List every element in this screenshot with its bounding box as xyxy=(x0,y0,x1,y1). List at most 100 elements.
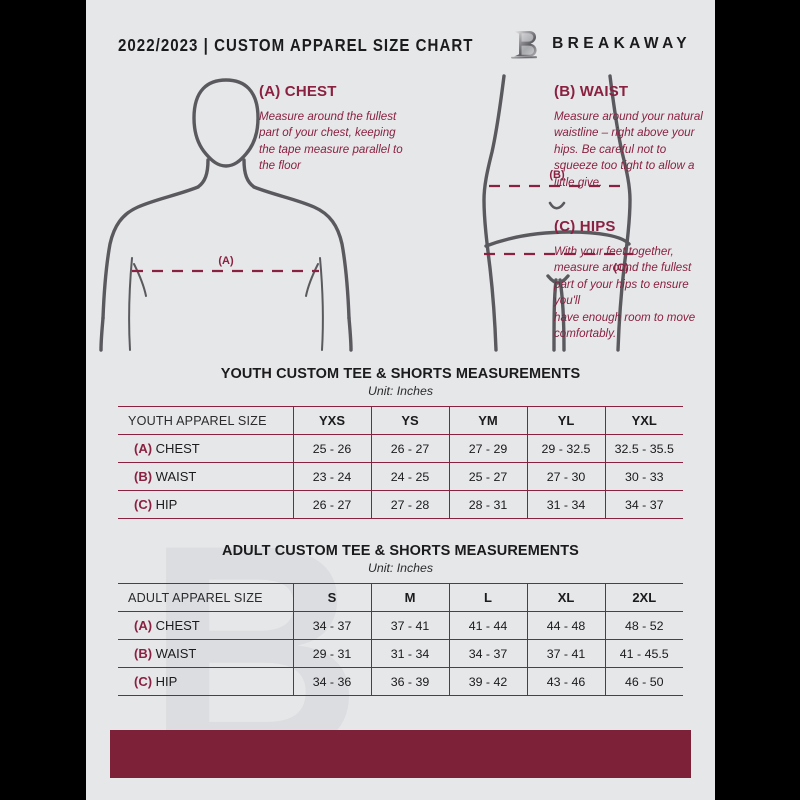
cell: 25 - 26 xyxy=(292,434,371,463)
callout-waist: (B) WAIST Measure around your natural wa… xyxy=(554,83,704,191)
cell: 37 - 41 xyxy=(526,639,605,668)
youth-row-chest-label: (A) CHEST xyxy=(118,434,293,463)
cell: 41 - 44 xyxy=(448,611,527,640)
navel-icon xyxy=(548,201,566,210)
cell: 43 - 46 xyxy=(526,667,605,696)
row-name: CHEST xyxy=(155,618,200,633)
youth-col-ys: YS xyxy=(370,406,449,435)
table-row: (B) WAIST 23 - 24 24 - 25 25 - 27 27 - 3… xyxy=(118,462,683,491)
cell: 36 - 39 xyxy=(370,667,449,696)
row-tag: (B) xyxy=(134,469,153,484)
cell: 34 - 37 xyxy=(448,639,527,668)
youth-table-header-row: YOUTH APPAREL SIZE YXS YS YM YL YXL xyxy=(118,406,683,435)
breakaway-b-monogram-icon xyxy=(511,31,538,59)
callout-hips: (C) HIPS With your feet together, measur… xyxy=(554,218,704,343)
table-row: (C) HIP 34 - 36 36 - 39 39 - 42 43 - 46 … xyxy=(118,667,683,696)
youth-col-yxs: YXS xyxy=(292,406,371,435)
cell: 27 - 28 xyxy=(370,490,449,519)
youth-size-table: YOUTH APPAREL SIZE YXS YS YM YL YXL (A) … xyxy=(118,406,683,519)
cell: 41 - 45.5 xyxy=(604,639,683,668)
measurement-diagrams: (A) (B) (C) (A) CHEST Measure around th xyxy=(86,68,715,358)
youth-size-table-block: YOUTH CUSTOM TEE & SHORTS MEASUREMENTS U… xyxy=(86,366,715,519)
adult-size-table: ADULT APPAREL SIZE S M L XL 2XL (A) CHES… xyxy=(118,583,683,696)
brand-name: BREAKAWAY xyxy=(552,35,691,52)
cell: 23 - 24 xyxy=(292,462,371,491)
cell: 25 - 27 xyxy=(448,462,527,491)
cell: 48 - 52 xyxy=(604,611,683,640)
adult-row-waist-label: (B) WAIST xyxy=(118,639,293,668)
callout-hips-body: With your feet together, measure around … xyxy=(554,245,696,341)
callout-chest-heading: (A) CHEST xyxy=(259,83,337,100)
footer-accent-bar xyxy=(110,730,691,778)
cell: 26 - 27 xyxy=(370,434,449,463)
youth-row-hip-label: (C) HIP xyxy=(118,490,293,519)
row-name: WAIST xyxy=(155,646,197,661)
youth-col-yl: YL xyxy=(526,406,605,435)
arm-inner-lines xyxy=(128,257,324,351)
waist-marker-label: (B) xyxy=(549,169,565,181)
row-tag: (C) xyxy=(134,497,153,512)
adult-col-m: M xyxy=(370,583,449,612)
callout-hips-heading: (C) HIPS xyxy=(554,218,616,235)
brand-lockup: BREAKAWAY xyxy=(509,28,691,60)
row-name: CHEST xyxy=(155,441,200,456)
cell: 46 - 50 xyxy=(604,667,683,696)
size-chart-page: B 2022/2023 | CUSTOM APPAREL SIZE CHART xyxy=(86,0,715,800)
cell: 32.5 - 35.5 xyxy=(604,434,683,463)
row-name: WAIST xyxy=(155,469,197,484)
cell: 29 - 32.5 xyxy=(526,434,605,463)
cell: 39 - 42 xyxy=(448,667,527,696)
youth-label-header: YOUTH APPAREL SIZE xyxy=(118,406,293,435)
cell: 27 - 29 xyxy=(448,434,527,463)
page-header: 2022/2023 | CUSTOM APPAREL SIZE CHART xyxy=(86,28,715,62)
table-row: (B) WAIST 29 - 31 31 - 34 34 - 37 37 - 4… xyxy=(118,639,683,668)
cell: 28 - 31 xyxy=(448,490,527,519)
lower-body-torso-diagram xyxy=(482,74,632,352)
adult-col-s: S xyxy=(292,583,371,612)
body-diagram-svg: (A) (B) (C) xyxy=(99,74,633,352)
table-row: (A) CHEST 34 - 37 37 - 41 41 - 44 44 - 4… xyxy=(118,611,683,640)
youth-col-yxl: YXL xyxy=(604,406,683,435)
row-tag: (A) xyxy=(134,441,153,456)
adult-col-2xl: 2XL xyxy=(604,583,683,612)
cell: 34 - 37 xyxy=(292,611,371,640)
cell: 34 - 37 xyxy=(604,490,683,519)
cell: 34 - 36 xyxy=(292,667,371,696)
cell: 31 - 34 xyxy=(526,490,605,519)
cell: 24 - 25 xyxy=(370,462,449,491)
adult-table-unit: Unit: Inches xyxy=(368,561,433,575)
adult-col-l: L xyxy=(448,583,527,612)
row-tag: (B) xyxy=(134,646,153,661)
table-row: (C) HIP 26 - 27 27 - 28 28 - 31 31 - 34 … xyxy=(118,490,683,519)
adult-table-header-row: ADULT APPAREL SIZE S M L XL 2XL xyxy=(118,583,683,612)
callout-waist-body: Measure around your natural waistline – … xyxy=(554,110,703,189)
row-tag: (C) xyxy=(134,674,153,689)
cell: 30 - 33 xyxy=(604,462,683,491)
callout-chest-body: Measure around the fullest part of your … xyxy=(259,110,403,173)
youth-table-unit: Unit: Inches xyxy=(368,384,433,398)
adult-label-header: ADULT APPAREL SIZE xyxy=(118,583,293,612)
cell: 44 - 48 xyxy=(526,611,605,640)
hips-marker-label: (C) xyxy=(613,262,629,274)
row-name: HIP xyxy=(155,497,178,512)
cell: 29 - 31 xyxy=(292,639,371,668)
adult-size-table-block: ADULT CUSTOM TEE & SHORTS MEASUREMENTS U… xyxy=(86,543,715,696)
chest-marker-label: (A) xyxy=(218,255,234,267)
youth-col-ym: YM xyxy=(448,406,527,435)
adult-col-xl: XL xyxy=(526,583,605,612)
youth-row-waist-label: (B) WAIST xyxy=(118,462,293,491)
cell: 31 - 34 xyxy=(370,639,449,668)
row-name: HIP xyxy=(155,674,178,689)
table-row: (A) CHEST 25 - 26 26 - 27 27 - 29 29 - 3… xyxy=(118,434,683,463)
adult-row-hip-label: (C) HIP xyxy=(118,667,293,696)
adult-table-title: ADULT CUSTOM TEE & SHORTS MEASUREMENTS xyxy=(222,543,579,559)
youth-table-title: YOUTH CUSTOM TEE & SHORTS MEASUREMENTS xyxy=(220,366,581,382)
cell: 37 - 41 xyxy=(370,611,449,640)
row-tag: (A) xyxy=(134,618,153,633)
cell: 26 - 27 xyxy=(292,490,371,519)
callout-waist-heading: (B) WAIST xyxy=(554,83,629,100)
upper-body-torso-diagram xyxy=(99,78,353,352)
cell: 27 - 30 xyxy=(526,462,605,491)
page-title: 2022/2023 | CUSTOM APPAREL SIZE CHART xyxy=(118,34,474,55)
